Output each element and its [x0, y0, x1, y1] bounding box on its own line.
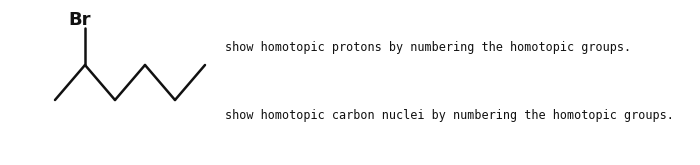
Text: show homotopic carbon nuclei by numbering the homotopic groups.: show homotopic carbon nuclei by numberin… [225, 109, 674, 121]
Text: show homotopic protons by numbering the homotopic groups.: show homotopic protons by numbering the … [225, 42, 631, 54]
Text: Br: Br [68, 11, 90, 29]
